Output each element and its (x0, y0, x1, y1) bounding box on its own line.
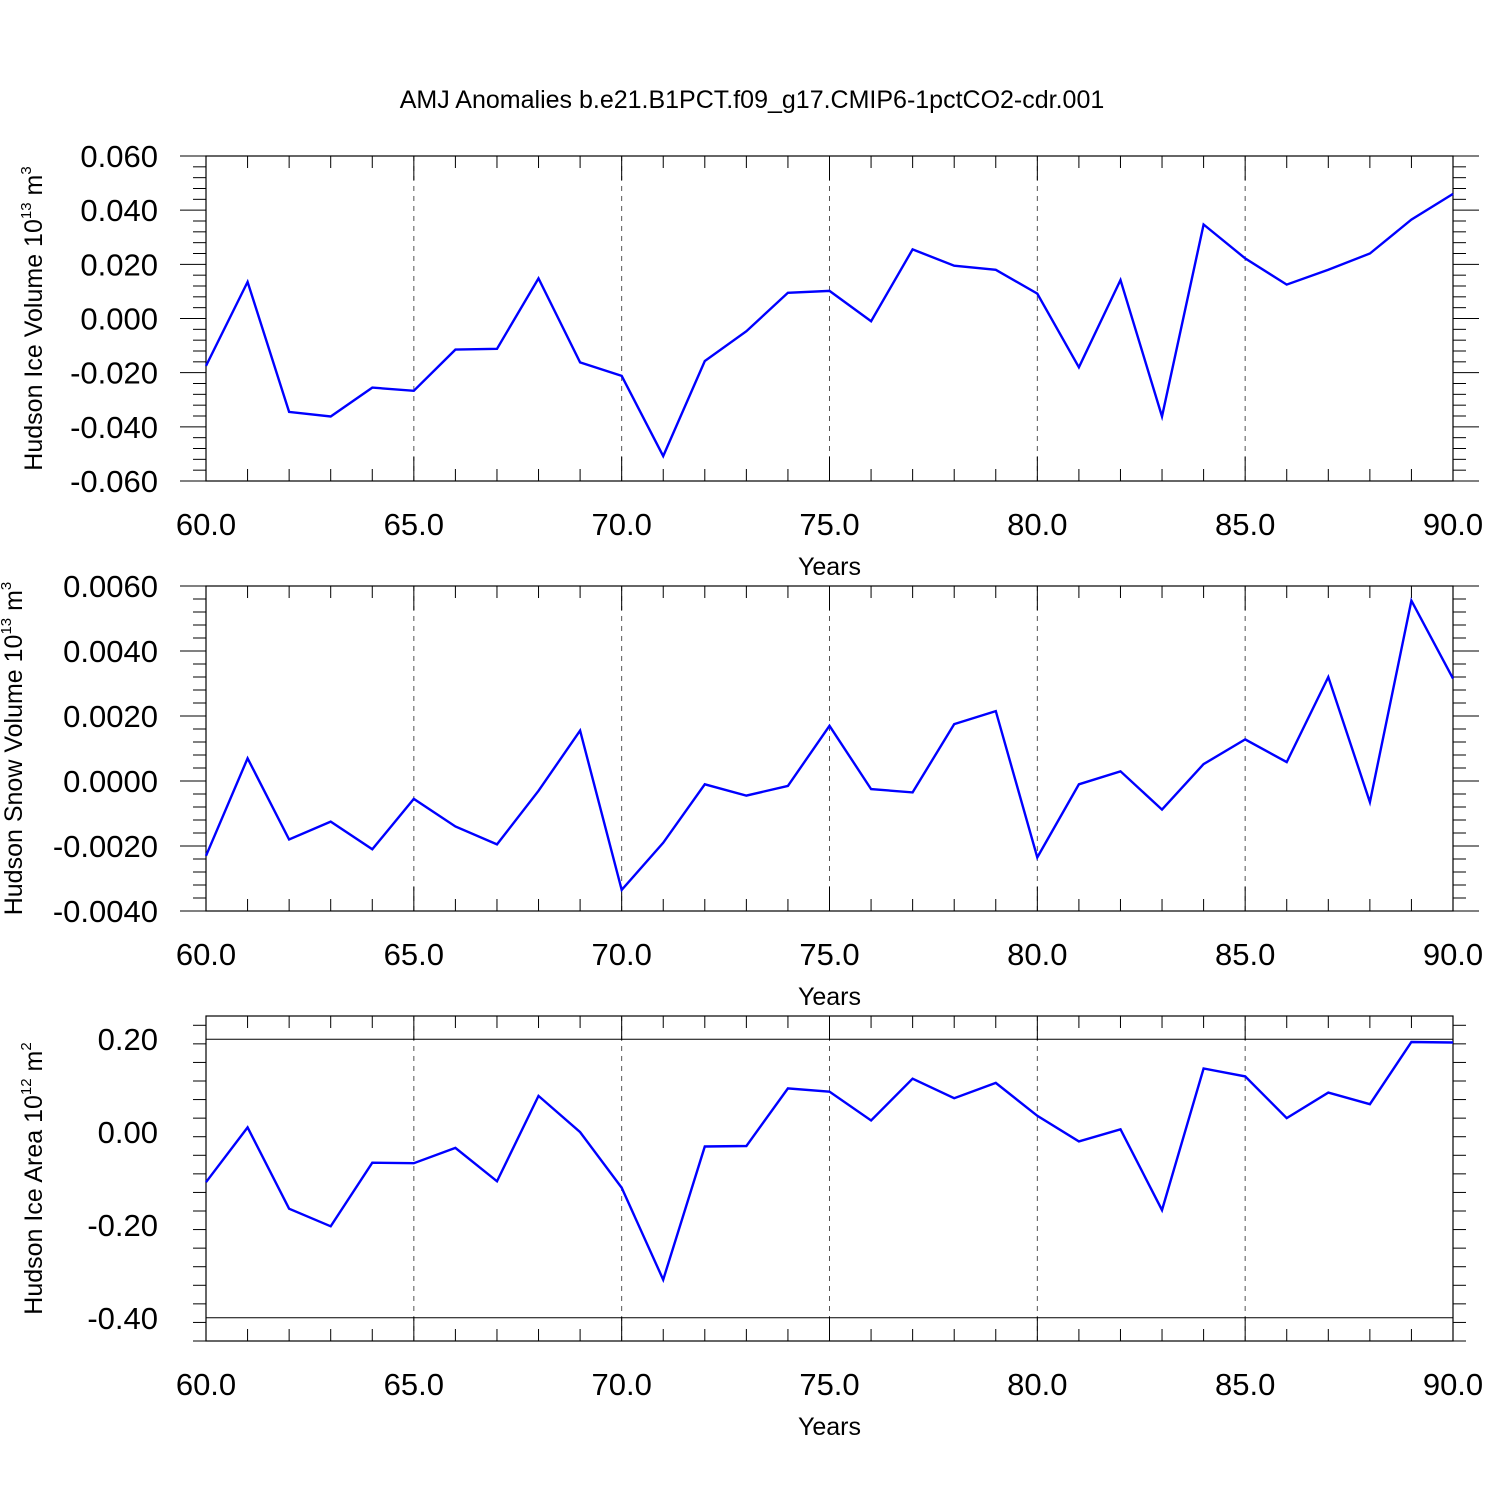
y-axis-title-exponent: 12 (18, 1078, 35, 1095)
x-tick-label: 65.0 (384, 507, 444, 542)
y-axis-title-exponent: 13 (0, 618, 15, 635)
x-tick-label: 85.0 (1215, 937, 1275, 972)
y-tick-label: -0.40 (87, 1301, 158, 1336)
x-tick-label: 70.0 (591, 937, 651, 972)
y-tick-label: 0.20 (98, 1022, 158, 1057)
y-tick-label: 0.0040 (63, 634, 158, 669)
y-axis-title: Hudson Ice Area 1012 m2 (18, 1042, 48, 1314)
y-axis-title-unit: m (20, 1051, 48, 1079)
panel-3: -0.40 -0.20 0.00 0.20 60.0 65.0 70.0 75.0 80.0 85… (18, 1015, 1483, 1441)
x-tick-label: 75.0 (799, 507, 859, 542)
y-axis-title-text: Hudson Ice Area 10 (20, 1095, 48, 1315)
x-tick-label: 65.0 (384, 1367, 444, 1402)
y-axis-title-unit: m (0, 590, 28, 618)
panel-1: -0.060 -0.040 -0.020 0.000 0.020 0.040 0.060 60… (18, 139, 1483, 581)
x-tick-label: 90.0 (1423, 937, 1483, 972)
figure-title: AMJ Anomalies b.e21.B1PCT.f09_g17.CMIP6-… (400, 86, 1105, 114)
x-tick-label: 75.0 (799, 1367, 859, 1402)
x-tick-label: 80.0 (1007, 1367, 1067, 1402)
y-axis-title-exponent: 13 (18, 202, 35, 219)
x-tick-label: 90.0 (1423, 1367, 1483, 1402)
x-tick-label: 60.0 (176, 937, 236, 972)
y-axis-title-text: Hudson Ice Volume 10 (20, 219, 48, 471)
y-tick-label: -0.060 (70, 464, 158, 499)
x-tick-label: 70.0 (591, 507, 651, 542)
y-tick-label: -0.20 (87, 1208, 158, 1243)
y-tick-label: -0.040 (70, 410, 158, 445)
y-tick-label: 0.00 (98, 1115, 158, 1150)
panel-2: -0.0040 -0.0020 0.0000 0.0020 0.0040 0.0060 60… (0, 569, 1483, 1011)
y-tick-label: 0.0020 (63, 699, 158, 734)
y-axis-title: Hudson Snow Volume 1013 m3 (0, 582, 28, 916)
y-tick-label: -0.020 (70, 356, 158, 391)
x-tick-label: 85.0 (1215, 1367, 1275, 1402)
x-axis-title: Years (798, 1413, 861, 1441)
y-axis-title-text: Hudson Snow Volume 10 (0, 635, 28, 916)
x-tick-label: 70.0 (591, 1367, 651, 1402)
x-tick-label: 60.0 (176, 1367, 236, 1402)
x-tick-label: 65.0 (384, 937, 444, 972)
y-axis-title-unit-exponent: 3 (0, 582, 15, 590)
y-tick-label: -0.0020 (53, 829, 158, 864)
x-axis-title: Years (798, 983, 861, 1011)
y-axis-title-unit-exponent: 3 (18, 166, 35, 174)
x-axis-title: Years (798, 553, 861, 581)
y-tick-label: 0.000 (80, 302, 158, 337)
y-tick-label: 0.0000 (63, 764, 158, 799)
y-tick-label: -0.0040 (53, 894, 158, 929)
y-tick-label: 0.040 (80, 193, 158, 228)
y-tick-label: 0.020 (80, 247, 158, 282)
x-tick-label: 80.0 (1007, 507, 1067, 542)
x-tick-label: 60.0 (176, 507, 236, 542)
x-tick-label: 85.0 (1215, 507, 1275, 542)
y-axis-title: Hudson Ice Volume 1013 m3 (18, 166, 48, 470)
y-tick-label: 0.0060 (63, 569, 158, 604)
y-tick-label: 0.060 (80, 139, 158, 174)
x-tick-label: 90.0 (1423, 507, 1483, 542)
y-axis-title-unit: m (20, 175, 48, 203)
y-axis-title-unit-exponent: 2 (18, 1042, 35, 1050)
x-tick-label: 75.0 (799, 937, 859, 972)
x-tick-label: 80.0 (1007, 937, 1067, 972)
